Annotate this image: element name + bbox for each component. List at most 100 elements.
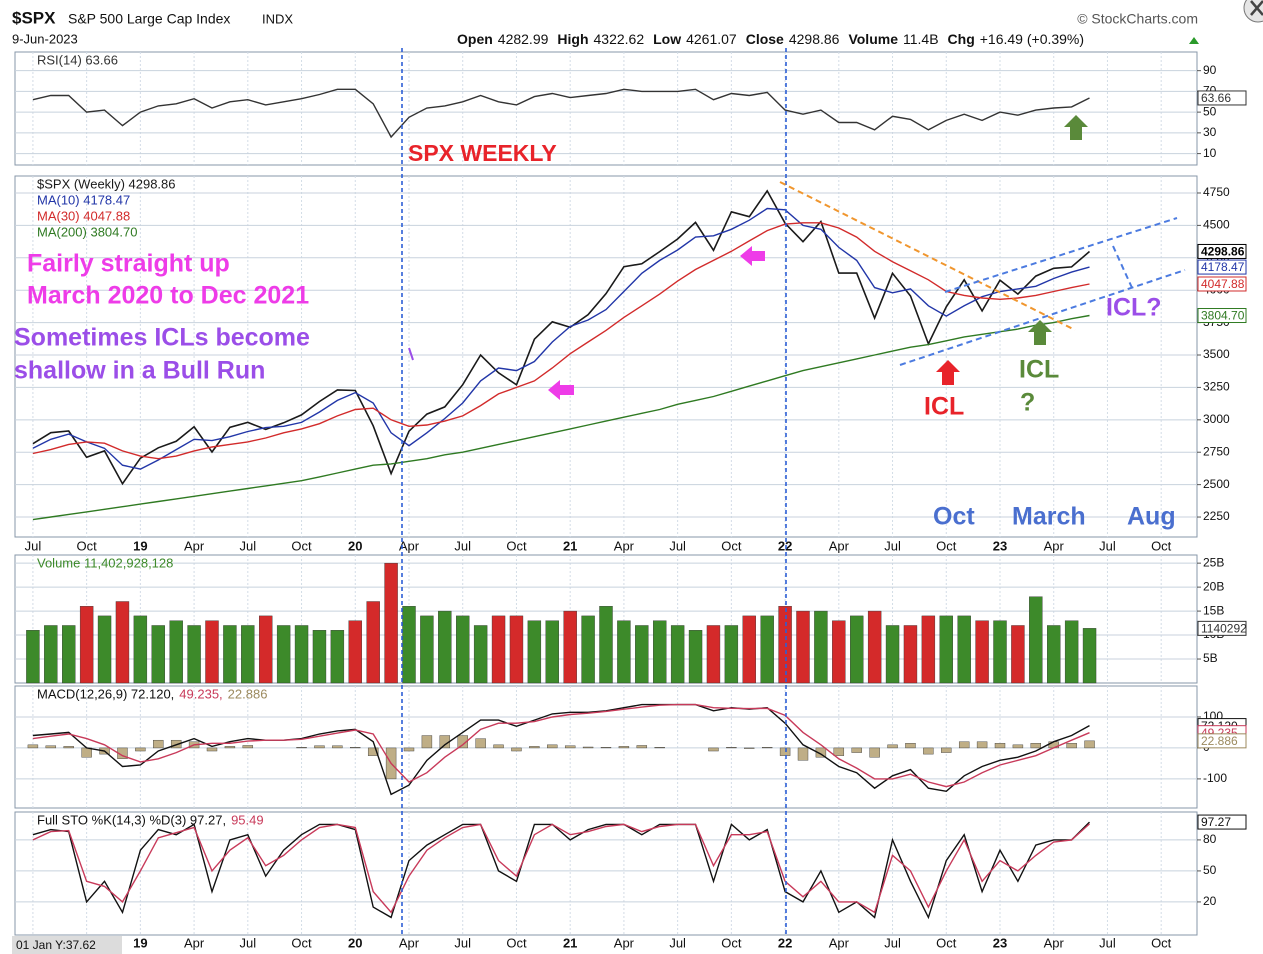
series-line xyxy=(32,703,1090,788)
x-tick-label: Jul xyxy=(1099,935,1116,950)
y-tick-label: 5B xyxy=(1203,651,1218,665)
bar xyxy=(797,747,809,761)
bar xyxy=(27,744,39,749)
bar xyxy=(1012,744,1024,749)
bar xyxy=(564,745,576,749)
value-tag xyxy=(1197,733,1247,749)
close-icon[interactable] xyxy=(1250,0,1263,16)
annotation: SPX WEEKLY xyxy=(408,140,557,166)
bar xyxy=(581,615,595,684)
index-name: S&P 500 Large Cap Index xyxy=(68,11,230,27)
legend-entry: 49.235, xyxy=(179,686,222,701)
x-tick-label: Apr xyxy=(614,935,635,950)
y-tick-label: 3250 xyxy=(1203,380,1230,394)
y-tick-label: 50 xyxy=(1203,863,1217,877)
x-tick-label: Apr xyxy=(1044,935,1065,950)
bar xyxy=(850,615,864,684)
arrow xyxy=(548,380,574,400)
bar xyxy=(547,744,558,749)
bar xyxy=(402,606,416,684)
x-tick-label: Oct xyxy=(506,935,527,950)
series-line xyxy=(32,314,1090,521)
quote-value: 4322.62 xyxy=(594,31,645,47)
legend-entry: Full STO %K(14,3) %D(3) 97.27, xyxy=(37,812,226,827)
y-tick-label: 4750 xyxy=(1203,185,1230,199)
quote-label: Open xyxy=(457,31,493,47)
bar xyxy=(475,738,486,749)
x-tick-label: 21 xyxy=(563,935,577,950)
bar xyxy=(206,747,218,752)
bar xyxy=(420,615,434,684)
bar xyxy=(618,746,630,749)
bar xyxy=(44,625,58,684)
bar xyxy=(957,615,971,684)
bar xyxy=(79,606,94,684)
x-tick-label: Oct xyxy=(291,538,312,553)
bar xyxy=(421,735,433,749)
bar xyxy=(724,625,739,684)
value-tag-label: 63.66 xyxy=(1201,91,1231,105)
x-tick-label: Jul xyxy=(25,538,42,553)
bar xyxy=(529,746,540,749)
bar xyxy=(742,615,756,684)
bar xyxy=(170,739,182,749)
bar xyxy=(599,606,613,684)
quote-label: Volume xyxy=(848,31,898,47)
close-button[interactable] xyxy=(1243,0,1263,23)
bar xyxy=(939,615,953,684)
value-tag-label: 1140292 xyxy=(1201,622,1247,636)
value-tag xyxy=(1197,259,1247,275)
legend-entry: $SPX (Weekly) 4298.86 xyxy=(37,176,176,191)
series-line xyxy=(32,222,1090,460)
quote-value: 4282.99 xyxy=(498,31,549,47)
bar xyxy=(975,620,989,684)
tick-mark xyxy=(408,347,414,361)
legend-entry: MA(10) 4178.47 xyxy=(37,192,130,207)
quote-value: 4261.07 xyxy=(686,31,737,47)
source: © StockCharts.com xyxy=(1077,11,1198,27)
annotation: March xyxy=(1012,503,1086,531)
bar xyxy=(688,630,703,684)
bar xyxy=(294,625,309,684)
bar xyxy=(153,739,164,749)
bar xyxy=(457,735,468,749)
arrow xyxy=(936,360,960,385)
channel-line xyxy=(944,217,1178,293)
quote-label: High xyxy=(557,31,588,47)
bar xyxy=(832,620,846,684)
bar xyxy=(744,747,755,749)
value-tag-label: 4298.86 xyxy=(1201,245,1245,259)
bar xyxy=(708,747,719,752)
x-tick-label: Apr xyxy=(399,935,420,950)
arrow xyxy=(1064,115,1088,140)
x-tick-label: Oct xyxy=(1151,538,1172,553)
x-tick-label: Jul xyxy=(454,935,471,950)
series-line xyxy=(32,821,1090,920)
y-tick-label: 50 xyxy=(1203,104,1217,118)
y-tick-label: 3500 xyxy=(1203,347,1230,361)
y-tick-label: 15B xyxy=(1203,603,1224,617)
legend-entry: 22.886 xyxy=(228,686,268,701)
annotation: Oct xyxy=(933,503,975,531)
bar xyxy=(403,747,415,752)
bar xyxy=(63,746,74,749)
bar xyxy=(563,610,577,684)
bar xyxy=(384,562,398,684)
bar xyxy=(706,625,721,684)
bar xyxy=(296,747,307,749)
x-tick-label: 22 xyxy=(778,538,792,553)
quote-value: 4298.86 xyxy=(789,31,840,47)
bar xyxy=(1047,625,1061,684)
bar xyxy=(545,620,559,684)
series-line xyxy=(32,703,1090,796)
bar xyxy=(796,610,810,684)
annotation: ICL xyxy=(924,393,964,421)
date: 9-Jun-2023 xyxy=(12,31,78,46)
x-tick-label: Oct xyxy=(721,935,742,950)
y-tick-label: 90 xyxy=(1203,63,1217,77)
quote-value: 11.4B xyxy=(903,31,939,47)
bar xyxy=(1084,740,1095,749)
bar xyxy=(887,744,898,749)
bar xyxy=(635,625,649,684)
series-line xyxy=(32,88,1090,139)
